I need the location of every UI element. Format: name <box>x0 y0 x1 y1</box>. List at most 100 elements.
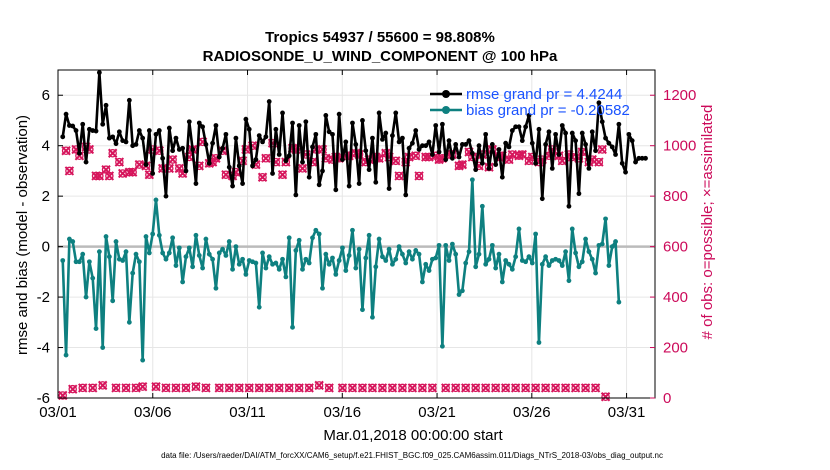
obs-possible-marker <box>581 383 590 393</box>
rmse-point <box>523 124 529 130</box>
bias-point <box>413 248 419 253</box>
bias-point <box>416 251 422 257</box>
bias-point <box>70 239 76 244</box>
obs-possible-marker <box>298 164 307 173</box>
obs-assimilated-marker <box>347 383 358 393</box>
rmse-series <box>60 70 648 209</box>
obs-assimilated-marker <box>101 164 111 175</box>
obs-possible-marker <box>181 383 191 393</box>
obs-assimilated-marker <box>600 392 611 402</box>
obs-assimilated-marker <box>387 383 398 393</box>
rmse-point <box>553 131 559 137</box>
obs-possible-marker <box>294 383 304 393</box>
bias-point <box>176 245 182 251</box>
rmse-point <box>83 159 89 165</box>
obs-possible-marker <box>571 383 580 393</box>
rmse-point <box>353 142 359 147</box>
rmse-point <box>150 171 156 176</box>
obs-possible-marker <box>428 383 437 393</box>
rmse-point <box>100 121 106 127</box>
bias-point <box>196 253 202 258</box>
bias-point <box>296 237 302 243</box>
bias-point <box>283 274 289 280</box>
bias-point <box>556 258 562 263</box>
rmse-point <box>576 191 582 197</box>
obs-assimilated-marker <box>137 381 148 392</box>
rmse-point <box>476 143 482 149</box>
obs-assimilated-marker <box>594 157 604 167</box>
obs-assimilated-marker <box>114 157 125 167</box>
axis-ticks: 03/01 03/06 03/11 03/16 03/21 03/26 03/31 -6 -4 -… <box>37 70 696 421</box>
rmse-point <box>256 133 262 139</box>
obs-possible-marker <box>521 383 530 393</box>
obs-possible-marker <box>61 146 71 155</box>
rmse-point <box>489 142 495 147</box>
bias-point <box>469 177 475 183</box>
y2-tick-label: 200 <box>663 340 688 357</box>
rmse-point <box>453 142 459 147</box>
rmse-point <box>493 162 499 168</box>
obs-assimilated-marker <box>560 383 571 393</box>
bias-point <box>163 256 169 262</box>
rmse-point <box>573 138 578 144</box>
rmse-point <box>370 135 375 141</box>
rmse-point <box>133 142 139 147</box>
bias-point <box>183 254 189 260</box>
bias-point <box>466 249 472 255</box>
obs-possible-marker <box>274 383 284 393</box>
obs-assimilated-marker <box>277 170 288 180</box>
rmse-point <box>380 136 385 142</box>
bias-point <box>230 266 235 272</box>
rmse-point <box>363 148 369 154</box>
obs-assimilated-marker <box>78 383 88 393</box>
rmse-point <box>220 145 225 151</box>
obs-possible-marker <box>551 383 560 393</box>
rmse-point <box>123 139 129 145</box>
rmse-point <box>280 110 285 116</box>
bias-point <box>156 232 162 238</box>
rmse-point <box>346 183 352 189</box>
bias-point <box>360 307 365 313</box>
obs-possible-marker <box>501 383 510 393</box>
bias-point <box>323 251 329 257</box>
rmse-point <box>619 160 625 166</box>
rmse-point <box>443 157 449 162</box>
bias-point <box>276 266 282 272</box>
bias-point <box>420 279 425 285</box>
obs-assimilated-marker <box>224 383 234 393</box>
bias-point <box>380 254 385 260</box>
rmse-point <box>543 142 549 147</box>
obs-assimilated-marker <box>394 171 404 181</box>
obs-count-series <box>58 137 611 402</box>
obs-possible-marker <box>88 383 97 393</box>
rmse-point <box>310 144 315 150</box>
rmse-point <box>596 100 602 106</box>
rmse-point <box>593 148 598 154</box>
x-tick-label: 03/01 <box>39 404 77 421</box>
rmse-point <box>326 129 332 135</box>
obs-possible-marker <box>597 145 607 154</box>
rmse-point <box>616 121 622 127</box>
bias-point <box>93 326 99 332</box>
obs-assimilated-marker <box>191 381 201 392</box>
bias-point <box>523 259 529 265</box>
bias-point <box>370 314 375 320</box>
bias-point <box>406 249 412 255</box>
rmse-point <box>186 119 192 125</box>
y-tick-label: -4 <box>37 340 50 357</box>
rmse-point <box>586 166 592 171</box>
rmse-point <box>403 192 409 198</box>
obs-possible-marker <box>261 154 271 163</box>
bias-point <box>63 352 69 358</box>
obs-assimilated-marker <box>411 151 421 161</box>
rmse-point <box>333 187 339 193</box>
bias-point <box>256 304 262 310</box>
rmse-point <box>506 144 512 150</box>
obs-assimilated-marker <box>151 381 161 392</box>
rmse-point <box>549 166 555 171</box>
obs-assimilated-marker <box>470 383 481 393</box>
x-tick-label: 03/16 <box>324 404 362 421</box>
obs-assimilated-marker <box>91 171 101 181</box>
rmse-point <box>356 181 362 186</box>
obs-assimilated-marker <box>61 146 71 156</box>
